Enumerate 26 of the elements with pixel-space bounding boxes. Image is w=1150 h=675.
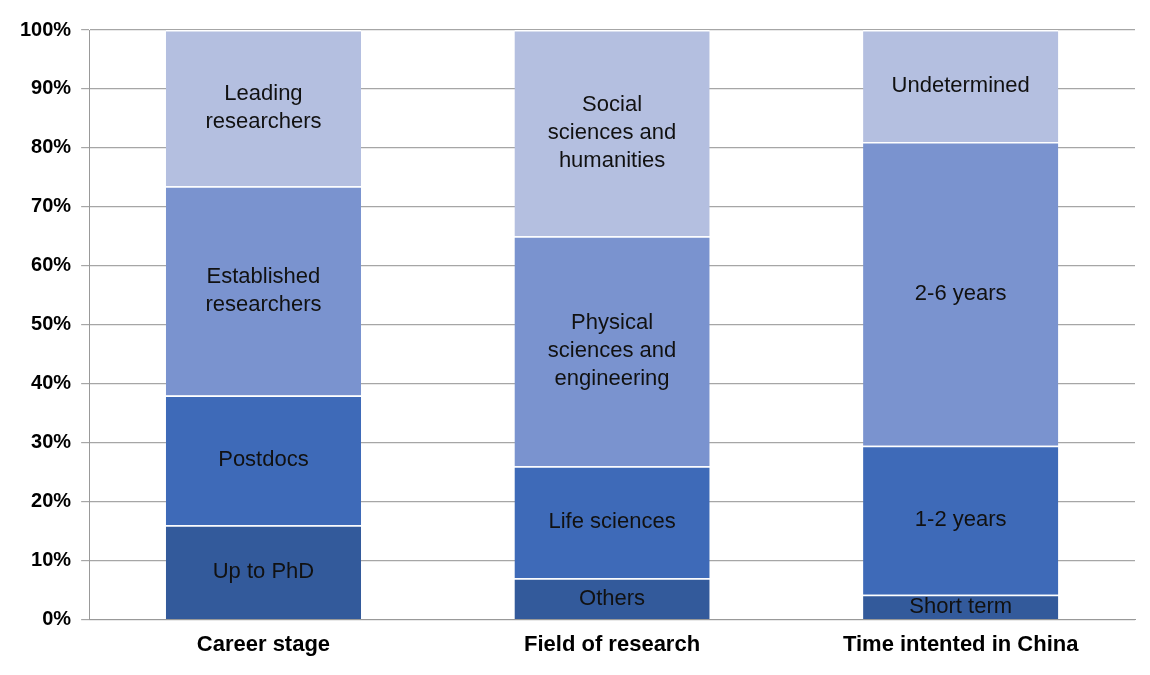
data-label: Short term — [909, 592, 1013, 618]
y-tick-label: 20% — [31, 489, 72, 512]
data-label: Leading researchers — [205, 80, 322, 134]
y-tick-label: 90% — [31, 76, 72, 99]
y-tick-label: 100% — [20, 17, 72, 40]
data-label: Life sciences — [548, 508, 676, 534]
data-label: 1-2 years — [914, 506, 1007, 532]
data-label: Social sciences and humanities — [547, 91, 677, 173]
x-tick-label: Field of research — [524, 630, 701, 656]
data-label: Physical sciences and engineering — [547, 309, 677, 391]
data-label: 2-6 years — [914, 279, 1007, 305]
y-tick-label: 40% — [31, 371, 72, 394]
x-tick-label: Time intented in China — [842, 630, 1080, 656]
y-tick-label: 60% — [31, 253, 72, 276]
x-tick-label: Career stage — [196, 630, 331, 656]
data-label: Postdocs — [218, 446, 309, 472]
y-tick-label: 10% — [31, 548, 72, 571]
y-tick-label: 80% — [31, 135, 72, 158]
data-label: Undetermined — [891, 72, 1030, 98]
y-tick-label: 70% — [31, 194, 72, 217]
y-tick-label: 50% — [31, 312, 72, 335]
y-tick-label: 0% — [42, 607, 72, 630]
data-label: Established researchers — [205, 262, 322, 316]
data-label: Up to PhD — [212, 558, 315, 584]
y-tick-label: 30% — [31, 430, 72, 453]
data-label: Others — [579, 584, 646, 610]
